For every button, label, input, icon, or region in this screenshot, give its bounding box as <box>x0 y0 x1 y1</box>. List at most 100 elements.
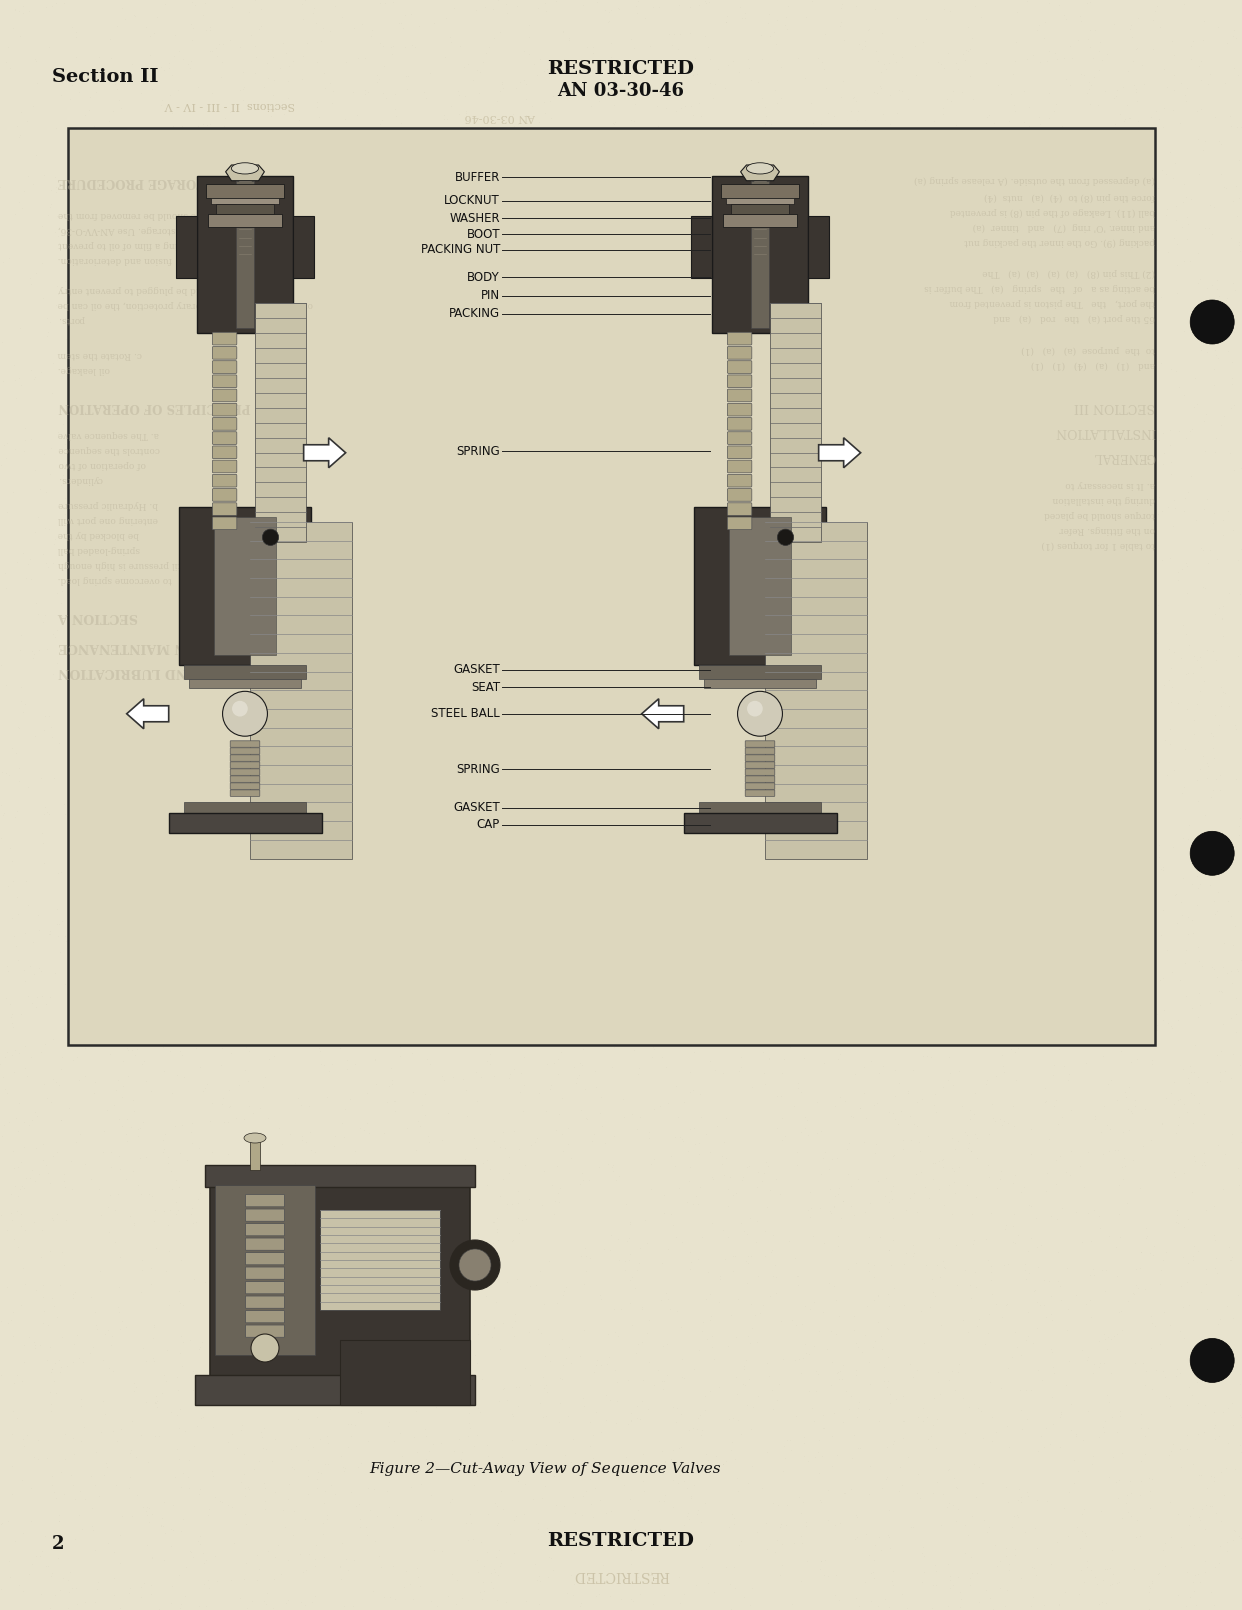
Point <box>171 1518 191 1544</box>
Point <box>471 229 491 254</box>
Point <box>202 1232 222 1257</box>
Point <box>579 272 599 298</box>
Point <box>831 1359 851 1385</box>
Point <box>109 1550 129 1576</box>
Point <box>477 40 497 66</box>
Point <box>209 937 229 963</box>
Point <box>170 193 190 219</box>
Point <box>1160 140 1180 166</box>
Point <box>929 671 949 697</box>
Point <box>46 116 66 142</box>
Point <box>446 1592 466 1610</box>
Point <box>401 692 421 718</box>
Point <box>595 852 615 877</box>
Point <box>812 1443 832 1468</box>
Point <box>347 101 366 127</box>
Text: SECTION A: SECTION A <box>58 610 138 623</box>
Point <box>979 1030 999 1056</box>
Point <box>585 630 605 655</box>
Point <box>735 940 755 966</box>
Point <box>180 894 200 919</box>
Point <box>112 570 132 596</box>
Point <box>1135 932 1155 958</box>
Point <box>324 1331 344 1357</box>
Point <box>102 1333 122 1359</box>
Point <box>846 1526 866 1552</box>
Point <box>529 873 549 898</box>
Point <box>801 876 821 902</box>
Point <box>137 1499 156 1525</box>
Point <box>405 182 425 208</box>
Point <box>458 324 478 349</box>
Point <box>785 180 805 206</box>
Point <box>888 704 908 729</box>
Ellipse shape <box>243 1133 266 1143</box>
Point <box>714 116 734 142</box>
Point <box>489 906 509 932</box>
Point <box>1100 1327 1120 1352</box>
Point <box>1177 227 1197 253</box>
Point <box>660 1296 679 1322</box>
Point <box>460 979 479 1005</box>
Point <box>137 847 156 873</box>
Point <box>456 955 476 980</box>
Point <box>123 1212 143 1238</box>
Text: 1. PRINCIPLES OF OPERATION: 1. PRINCIPLES OF OPERATION <box>58 399 267 414</box>
Point <box>416 1446 436 1472</box>
Point <box>24 641 43 667</box>
Point <box>1122 1098 1141 1124</box>
Point <box>597 533 617 559</box>
Point <box>924 1552 944 1578</box>
Point <box>1218 889 1238 914</box>
Point <box>504 391 524 417</box>
Point <box>378 1088 397 1114</box>
Point <box>1049 597 1069 623</box>
Point <box>964 758 984 784</box>
Point <box>420 121 440 147</box>
Point <box>884 884 904 910</box>
Text: 2: 2 <box>52 1534 65 1554</box>
Point <box>251 1420 271 1446</box>
Point <box>1164 758 1184 784</box>
Point <box>892 77 912 103</box>
Point <box>980 985 1000 1011</box>
Point <box>361 134 381 159</box>
Point <box>289 905 309 931</box>
Point <box>662 1446 682 1472</box>
Point <box>1203 501 1223 526</box>
Point <box>879 1381 899 1407</box>
Point <box>335 261 355 287</box>
Point <box>318 457 338 483</box>
Point <box>343 1592 363 1610</box>
Point <box>279 1121 299 1146</box>
Point <box>463 118 483 143</box>
Point <box>467 440 487 465</box>
Point <box>179 483 199 509</box>
Point <box>653 638 673 663</box>
Point <box>987 1175 1007 1201</box>
Point <box>219 1018 238 1043</box>
Point <box>154 1489 174 1515</box>
Point <box>325 1122 345 1148</box>
Point <box>563 1484 582 1510</box>
Point <box>817 213 837 238</box>
Point <box>892 1473 912 1499</box>
Point <box>226 309 246 335</box>
Point <box>902 565 922 591</box>
Point <box>655 1481 674 1507</box>
Point <box>123 1087 143 1113</box>
Point <box>1063 488 1083 514</box>
Point <box>1167 1502 1187 1528</box>
Point <box>958 807 977 832</box>
Point <box>465 724 484 750</box>
Point <box>733 813 753 839</box>
Point <box>231 984 251 1009</box>
Point <box>709 1265 729 1291</box>
Point <box>9 715 29 741</box>
Point <box>841 683 861 708</box>
Point <box>365 1528 385 1554</box>
Point <box>510 1061 530 1087</box>
Point <box>1009 803 1028 829</box>
Point <box>946 654 966 679</box>
Point <box>677 1475 697 1501</box>
